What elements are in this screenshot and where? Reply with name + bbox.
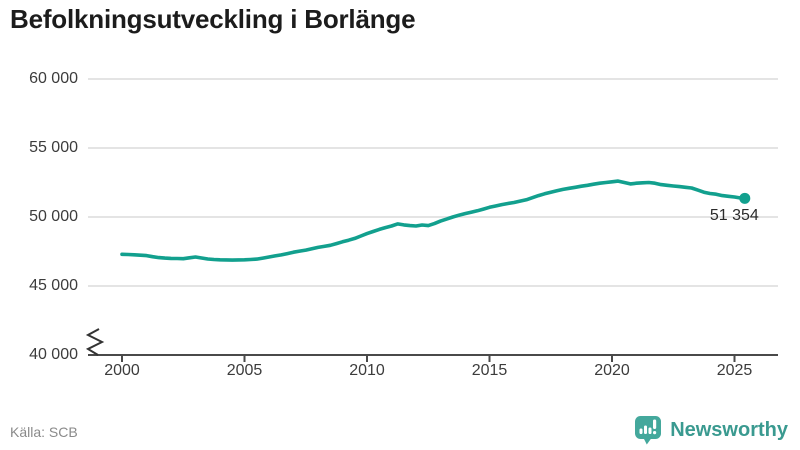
- x-tick-label: 2000: [104, 362, 140, 379]
- y-tick-label: 60 000: [29, 70, 78, 87]
- newsworthy-wordmark: Newsworthy: [670, 418, 788, 441]
- x-tick-label: 2005: [226, 362, 263, 379]
- population-line: [120, 179, 747, 262]
- x-tick-label: 2025: [716, 362, 753, 379]
- x-tick-label: 2020: [594, 362, 630, 379]
- y-tick-label: 55 000: [29, 139, 78, 156]
- y-tick-label: 45 000: [29, 277, 78, 294]
- newsworthy-branding[interactable]: Newsworthy: [634, 415, 788, 445]
- gridlines: [88, 78, 778, 287]
- y-tick-label: 50 000: [29, 208, 78, 225]
- end-point-marker: [739, 192, 751, 204]
- page-title: Befolkningsutveckling i Borlänge: [10, 4, 416, 34]
- source-note: Källa: SCB: [10, 424, 78, 440]
- latest-value-label: 51 354: [709, 207, 759, 225]
- newsworthy-logo-icon: [635, 416, 662, 445]
- axis-break-icon: [85, 328, 105, 356]
- x-tick-label: 2010: [349, 362, 385, 379]
- y-tick-label: 40 000: [29, 346, 78, 363]
- x-tick-label: 2015: [471, 362, 508, 379]
- x-axis: [88, 354, 778, 362]
